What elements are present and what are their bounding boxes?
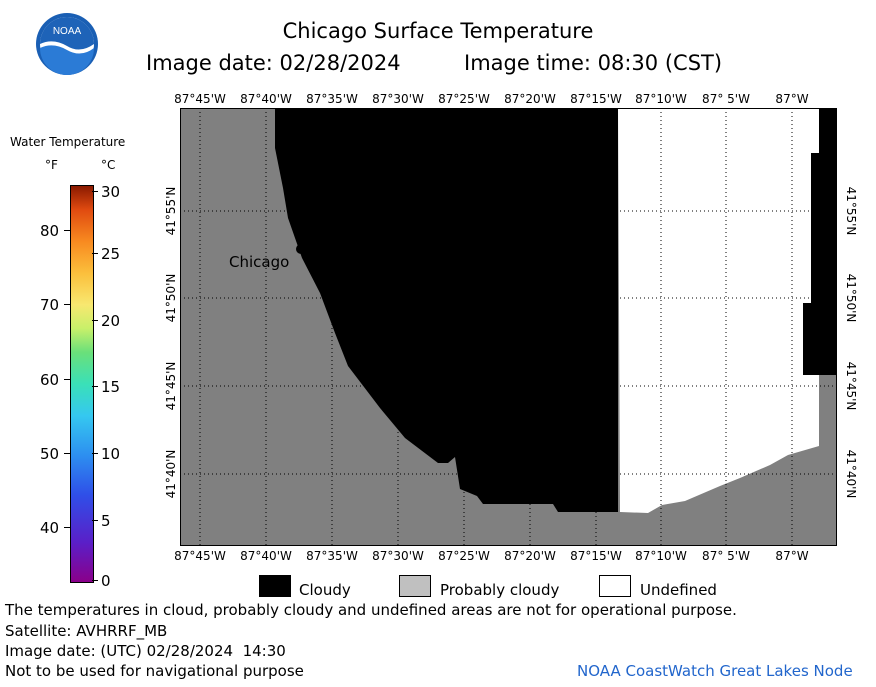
lon-label-top: 87°30'W bbox=[372, 92, 424, 106]
colorbar-c-tickmark bbox=[92, 320, 98, 321]
colorbar-c-tickmark bbox=[92, 253, 98, 254]
image-date: Image date: 02/28/2024 bbox=[146, 51, 401, 75]
navigation-warning: Not to be used for navigational purpose bbox=[5, 662, 304, 680]
legend-label-probably-cloudy: Probably cloudy bbox=[440, 581, 560, 599]
page-title: Chicago Surface Temperature bbox=[282, 19, 594, 43]
colorbar-f-tickmark bbox=[64, 527, 70, 528]
lon-label-top: 87°20'W bbox=[504, 92, 556, 106]
credit-text: NOAA CoastWatch Great Lakes Node bbox=[577, 662, 853, 680]
colorbar-c-tickmark bbox=[92, 191, 98, 192]
undefined-area bbox=[618, 108, 819, 513]
lat-label-left: 41°40'N bbox=[164, 449, 178, 499]
cloudy-area-east bbox=[803, 108, 837, 375]
disclaimer-text: The temperatures in cloud, probably clou… bbox=[5, 601, 737, 619]
lon-label-top: 87°15'W bbox=[570, 92, 622, 106]
colorbar bbox=[70, 185, 94, 583]
lon-label-bottom: 87° 5'W bbox=[702, 549, 750, 563]
colorbar-c-tick: 10 bbox=[101, 445, 121, 463]
map bbox=[180, 108, 837, 546]
colorbar-f-tickmark bbox=[64, 304, 70, 305]
colorbar-f-tickmark bbox=[64, 379, 70, 380]
legend-swatch-undefined bbox=[599, 575, 631, 597]
map-frame bbox=[180, 108, 837, 546]
lon-label-top: 87° 5'W bbox=[702, 92, 750, 106]
lon-label-top: 87°25'W bbox=[438, 92, 490, 106]
lon-label-bottom: 87°15'W bbox=[570, 549, 622, 563]
colorbar-f-tick: 80 bbox=[40, 222, 60, 240]
noaa-logo-icon: NOAA bbox=[36, 13, 98, 75]
lat-label-right: 41°45'N bbox=[844, 361, 858, 411]
lon-label-bottom: 87°35'W bbox=[306, 549, 358, 563]
colorbar-title: Water Temperature bbox=[10, 135, 126, 149]
legend-label-undefined: Undefined bbox=[640, 581, 717, 599]
lat-label-right: 41°50'N bbox=[844, 273, 858, 323]
lat-label-left: 41°45'N bbox=[164, 361, 178, 411]
cloudy-area bbox=[275, 108, 618, 512]
lon-label-bottom: 87°W bbox=[775, 549, 809, 563]
lon-label-top: 87°W bbox=[775, 92, 809, 106]
satellite-text: Satellite: AVHRRF_MB bbox=[5, 622, 168, 640]
colorbar-f-tick: 70 bbox=[40, 296, 60, 314]
legend-swatch-probably-cloudy bbox=[399, 575, 431, 597]
colorbar-c-tick: 5 bbox=[101, 512, 111, 530]
legend-label-cloudy: Cloudy bbox=[299, 581, 351, 599]
lon-label-bottom: 87°10'W bbox=[635, 549, 687, 563]
colorbar-c-tickmark bbox=[92, 386, 98, 387]
city-label: Chicago bbox=[229, 253, 290, 271]
lon-label-top: 87°40'W bbox=[240, 92, 292, 106]
colorbar-c-tick: 30 bbox=[101, 183, 121, 201]
lon-label-bottom: 87°45'W bbox=[174, 549, 226, 563]
utc-date-text: Image date: (UTC) 02/28/2024 14:30 bbox=[5, 642, 286, 660]
lon-label-top: 87°35'W bbox=[306, 92, 358, 106]
noaa-logo: NOAA bbox=[35, 12, 99, 76]
colorbar-f-tick: 50 bbox=[40, 445, 60, 463]
chicago-marker bbox=[296, 244, 306, 254]
lat-label-left: 41°50'N bbox=[164, 273, 178, 323]
lon-label-bottom: 87°25'W bbox=[438, 549, 490, 563]
lat-label-left: 41°55'N bbox=[164, 186, 178, 236]
colorbar-f-tickmark bbox=[64, 230, 70, 231]
colorbar-c-tick: 25 bbox=[101, 245, 121, 263]
colorbar-c-tick: 20 bbox=[101, 312, 121, 330]
legend-swatch-cloudy bbox=[259, 575, 291, 597]
colorbar-c-tickmark bbox=[92, 580, 98, 581]
colorbar-f-tick: 40 bbox=[40, 519, 60, 537]
svg-text:NOAA: NOAA bbox=[53, 26, 82, 37]
lon-label-top: 87°10'W bbox=[635, 92, 687, 106]
colorbar-c-tickmark bbox=[92, 520, 98, 521]
image-time: Image time: 08:30 (CST) bbox=[464, 51, 723, 75]
lon-label-bottom: 87°30'W bbox=[372, 549, 424, 563]
colorbar-f-tick: 60 bbox=[40, 371, 60, 389]
lon-label-top: 87°45'W bbox=[174, 92, 226, 106]
lat-label-right: 41°40'N bbox=[844, 449, 858, 499]
lat-label-right: 41°55'N bbox=[844, 186, 858, 236]
colorbar-unit-f: °F bbox=[45, 158, 58, 172]
colorbar-unit-c: °C bbox=[101, 158, 116, 172]
colorbar-f-tickmark bbox=[64, 453, 70, 454]
lon-label-bottom: 87°40'W bbox=[240, 549, 292, 563]
map-grid bbox=[180, 108, 837, 546]
colorbar-c-tick: 0 bbox=[101, 572, 111, 590]
colorbar-c-tick: 15 bbox=[101, 378, 121, 396]
colorbar-c-tickmark bbox=[92, 453, 98, 454]
lon-label-bottom: 87°20'W bbox=[504, 549, 556, 563]
